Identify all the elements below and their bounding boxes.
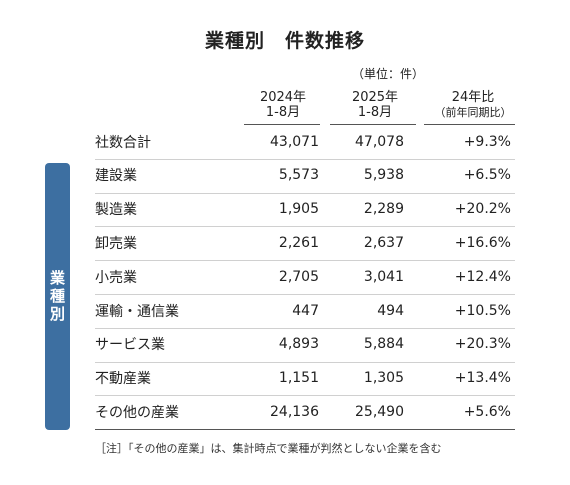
industry-name: 社数合計 bbox=[95, 134, 151, 151]
header-2024-year: 2024年 bbox=[259, 90, 307, 105]
value-2025: 47,078 bbox=[355, 133, 404, 150]
footnote: ［注］「その他の産業」は、集計時点で業種が判然としない企業を含む bbox=[95, 442, 442, 455]
value-2025: 25,490 bbox=[355, 403, 404, 420]
industry-name: 小売業 bbox=[95, 269, 137, 286]
industry-side-label-text: 業種別 bbox=[48, 269, 66, 324]
row-divider bbox=[95, 192, 515, 194]
value-2025: 3,041 bbox=[363, 268, 404, 285]
header-underline-2025 bbox=[330, 124, 416, 125]
yoy-ratio: +13.4% bbox=[454, 370, 511, 387]
unit-label: （単位：件） bbox=[352, 67, 425, 81]
page-title: 業種別 件数推移 bbox=[204, 30, 365, 52]
row-divider bbox=[95, 226, 515, 228]
yoy-ratio: +5.6% bbox=[463, 403, 511, 420]
table-row: 卸売業 2,261 2,637 +16.6% bbox=[95, 226, 515, 259]
table-bottom-line bbox=[95, 429, 515, 430]
value-2024: 24,136 bbox=[270, 403, 319, 420]
industry-side-label: 業種別 bbox=[45, 163, 70, 430]
yoy-ratio: +16.6% bbox=[454, 234, 511, 251]
table-row: 建設業 5,573 5,938 +6.5% bbox=[95, 159, 515, 192]
industry-name: 不動産業 bbox=[95, 371, 151, 388]
yoy-ratio: +9.3% bbox=[463, 133, 511, 150]
yoy-ratio: +20.2% bbox=[454, 201, 511, 218]
yoy-ratio: +6.5% bbox=[463, 167, 511, 184]
industry-name: サービス業 bbox=[95, 337, 165, 354]
industry-name: 建設業 bbox=[95, 168, 137, 185]
table-row: サービス業 4,893 5,884 +20.3% bbox=[95, 328, 515, 361]
header-2025-year: 2025年 bbox=[351, 90, 399, 105]
header-2024: 2024年 1-8月 bbox=[250, 90, 316, 120]
value-2025: 2,289 bbox=[363, 201, 404, 218]
value-2025: 494 bbox=[377, 302, 404, 319]
value-2024: 1,151 bbox=[278, 370, 319, 387]
yoy-ratio: +10.5% bbox=[454, 302, 511, 319]
value-2024: 43,071 bbox=[270, 133, 319, 150]
header-ratio-sub: （前年同期比） bbox=[434, 106, 512, 119]
header-2024-period: 1-8月 bbox=[265, 105, 301, 120]
table-row: 製造業 1,905 2,289 +20.2% bbox=[95, 193, 515, 226]
value-2024: 1,905 bbox=[278, 201, 319, 218]
value-2024: 5,573 bbox=[278, 167, 319, 184]
yoy-ratio: +20.3% bbox=[454, 336, 511, 353]
row-divider bbox=[95, 395, 515, 397]
value-2025: 1,305 bbox=[363, 370, 404, 387]
industry-name: その他の産業 bbox=[95, 404, 179, 421]
industry-name: 製造業 bbox=[95, 202, 137, 219]
row-divider bbox=[95, 260, 515, 262]
value-2024: 4,893 bbox=[278, 336, 319, 353]
header-ratio: 24年比 （前年同期比） bbox=[432, 90, 514, 120]
row-divider bbox=[95, 158, 515, 160]
table-row: 社数合計 43,071 47,078 +9.3% bbox=[95, 125, 515, 158]
value-2024: 447 bbox=[292, 302, 319, 319]
industry-name: 運輸・通信業 bbox=[95, 303, 179, 320]
row-divider bbox=[95, 294, 515, 295]
row-divider bbox=[95, 327, 515, 329]
header-underline-2024 bbox=[244, 124, 320, 125]
row-divider bbox=[95, 361, 515, 363]
table-row: その他の産業 24,136 25,490 +5.6% bbox=[95, 395, 515, 428]
yoy-ratio: +12.4% bbox=[454, 268, 511, 285]
value-2025: 5,884 bbox=[363, 336, 404, 353]
value-2024: 2,261 bbox=[278, 234, 319, 251]
header-underline-ratio bbox=[424, 124, 515, 125]
table-row: 不動産業 1,151 1,305 +13.4% bbox=[95, 362, 515, 395]
industry-name: 卸売業 bbox=[95, 235, 137, 252]
table-row: 小売業 2,705 3,041 +12.4% bbox=[95, 260, 515, 293]
header-ratio-label: 24年比 bbox=[451, 90, 495, 105]
header-2025-period: 1-8月 bbox=[357, 105, 393, 120]
header-2025: 2025年 1-8月 bbox=[342, 90, 408, 120]
value-2024: 2,705 bbox=[278, 268, 319, 285]
value-2025: 2,637 bbox=[363, 234, 404, 251]
value-2025: 5,938 bbox=[363, 167, 404, 184]
table-row: 運輸・通信業 447 494 +10.5% bbox=[95, 294, 515, 327]
